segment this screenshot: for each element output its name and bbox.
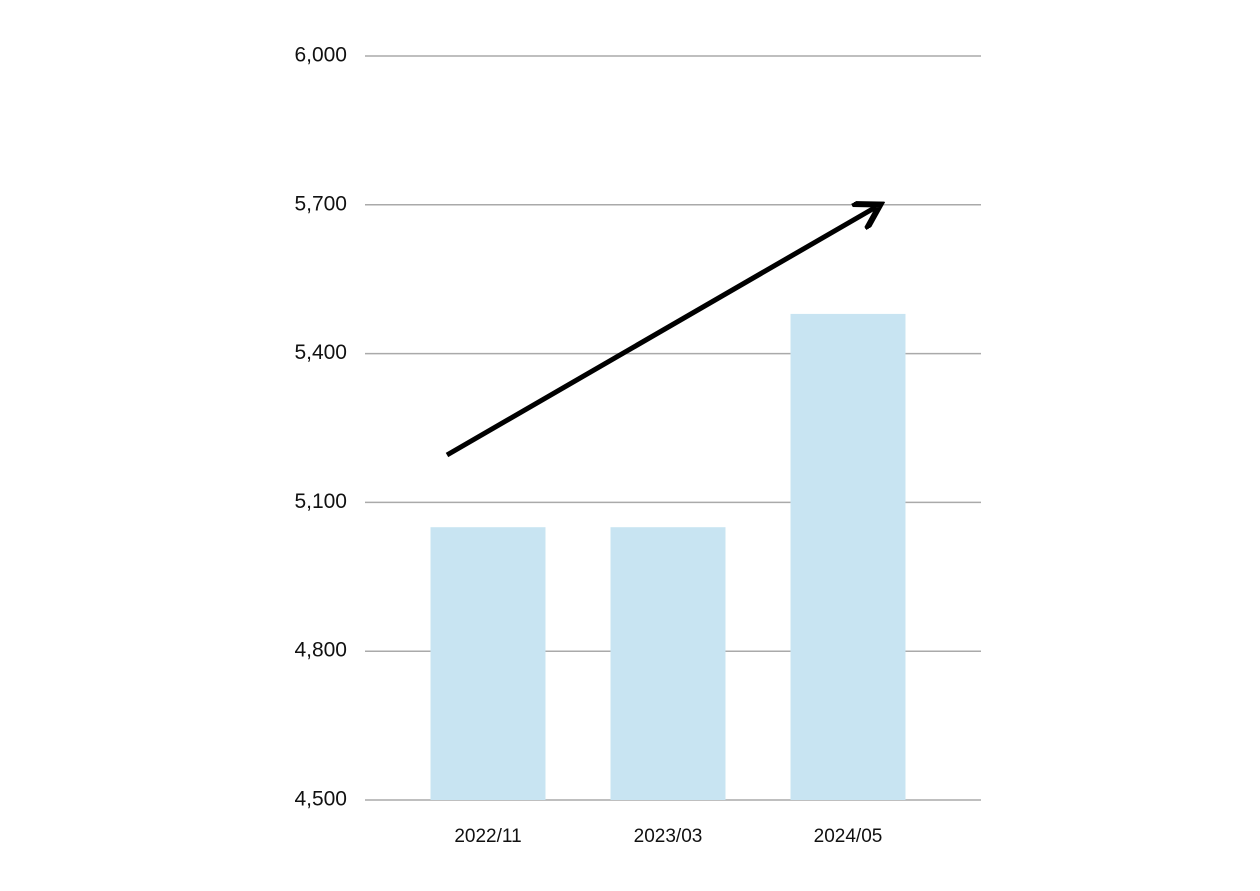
bar bbox=[790, 313, 906, 800]
x-tick-label: 2022/11 bbox=[454, 826, 521, 847]
bars bbox=[430, 313, 906, 800]
x-tick-label: 2024/05 bbox=[814, 826, 883, 847]
bar bbox=[610, 527, 726, 800]
y-tick-label: 4,500 bbox=[294, 788, 347, 811]
bar bbox=[430, 527, 546, 800]
y-tick-label: 6,000 bbox=[294, 44, 347, 67]
y-tick-label: 5,400 bbox=[294, 341, 347, 364]
y-tick-label: 4,800 bbox=[294, 639, 347, 662]
trend-arrow bbox=[445, 207, 876, 458]
x-tick-label: 2023/03 bbox=[634, 826, 703, 847]
y-tick-label: 5,700 bbox=[294, 192, 347, 215]
y-tick-label: 5,100 bbox=[294, 490, 347, 513]
